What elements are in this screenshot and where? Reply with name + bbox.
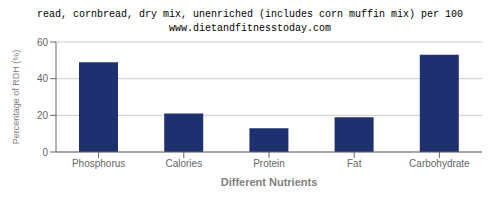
svg-text:Calories: Calories — [165, 158, 202, 169]
html-text:www.dietandfitnesstoday.com: www.dietandfitnesstoday.com — [169, 23, 331, 34]
svg-text:Fat: Fat — [347, 158, 362, 169]
svg-text:Percentage of RDH (%): Percentage of RDH (%) — [11, 50, 21, 145]
svg-text:20: 20 — [37, 110, 49, 121]
svg-text:Carbohydrate: Carbohydrate — [409, 158, 470, 169]
svg-text:Phosphorus: Phosphorus — [72, 158, 125, 169]
svg-text:Different Nutrients: Different Nutrients — [221, 176, 318, 186]
svg-text:0: 0 — [42, 147, 48, 158]
svg-text:40: 40 — [37, 73, 49, 84]
html-text:read, cornbread, dry mix, unen: read, cornbread, dry mix, unenriched (in… — [37, 9, 463, 20]
svg-text:Protein: Protein — [253, 158, 285, 169]
svg-text:60: 60 — [37, 37, 49, 48]
